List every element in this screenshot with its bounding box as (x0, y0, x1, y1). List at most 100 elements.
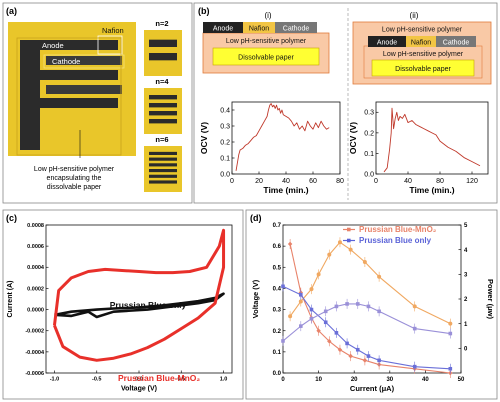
polymer-text: Low pH-sensitive polymer (383, 51, 464, 58)
cathode-text: Cathode (443, 40, 470, 47)
panel-d-label: (d) (250, 213, 262, 223)
y-tick-label: 0.2 (220, 139, 230, 146)
anode-layer (203, 22, 243, 33)
panel-d: (d) 0 10 20 30 40 500.00.10.20.30.40.50.60.7C… (245, 209, 498, 400)
anode-text: Anode (213, 26, 233, 33)
y-tick-label: 0.4 (220, 107, 230, 114)
cv-curve (52, 228, 226, 362)
data-point (316, 272, 321, 277)
x-tick-label: 10 (315, 377, 322, 383)
y2-tick-label: 5 (464, 223, 468, 229)
data-point (281, 339, 285, 343)
x-axis-label: Voltage (V) (121, 386, 157, 393)
paper-layer (371, 59, 475, 77)
series-label: Prussian Blue-MnO₂ (118, 373, 200, 383)
top-polymer-text: Low pH-sensitive polymer (382, 27, 463, 34)
stack-i: Anode Nafion Cathode Low pH-sensitive po… (202, 22, 330, 74)
y-tick-label: 0.1 (220, 155, 230, 162)
cathode-label: Cathode (52, 57, 80, 66)
data-point (377, 309, 381, 314)
data-point (316, 328, 321, 334)
anode-text: Anode (377, 40, 397, 47)
data-point (345, 302, 349, 306)
data-point (334, 304, 339, 309)
x-tick-label: -1.0 (50, 377, 59, 383)
y-tick-label: 0.1 (364, 151, 374, 158)
panel-c-label: (c) (6, 213, 17, 223)
thumbnail-label: n=4 (155, 77, 169, 86)
y2-tick-label: 1 (464, 322, 468, 328)
data-point (327, 338, 332, 344)
thumbnail-electrode (149, 169, 177, 173)
y-tick-label: 0.0 (273, 371, 282, 377)
data-point (309, 307, 314, 312)
x-tick-label: 0 (281, 377, 285, 383)
x-tick-label: -0.5 (92, 377, 101, 383)
cathode-outline (43, 54, 125, 69)
chart-c: -1.0 -0.5 0.0 0.5 1.0 -0.0006 -0.0004 -0.0002 0.… (7, 223, 233, 393)
nafion-label: Nafion (102, 26, 124, 35)
sub-ii-label: (ii) (410, 11, 419, 20)
chart-b-ii: 0 40 80 120 0.0 0.1 0.2 0.3 Time (min.) OCV (V) (348, 101, 489, 195)
y-axis-label: Current (A) (7, 281, 14, 318)
y-tick-label: 0.0000 (27, 307, 44, 313)
data-point (366, 304, 371, 309)
x-tick-label: 20 (351, 377, 358, 383)
thumbnail-electrode (149, 103, 177, 108)
anode-layer (368, 36, 406, 47)
cathode-electrode (46, 85, 122, 94)
y-axis-label: OCV (V) (199, 122, 209, 154)
data-point (355, 302, 360, 306)
data-point (334, 331, 339, 335)
y-tick-label: -0.0002 (25, 329, 44, 335)
x-tick-label: 0 (374, 178, 378, 185)
data-point (323, 320, 328, 325)
stack-ii: Low pH-sensitive polymer Anode Nafion Ca… (352, 21, 492, 85)
caption-line-3: dissolvable paper (47, 184, 102, 191)
data-point (377, 358, 381, 363)
y-axis-label: Voltage (V) (251, 279, 260, 318)
x-tick-label: 0.0 (135, 377, 143, 383)
thumbnail-electrode (149, 163, 177, 167)
x-axis-label: Current (μA) (350, 384, 395, 393)
data-point (309, 287, 314, 292)
data-point (448, 321, 453, 326)
x-tick-label: 120 (466, 178, 478, 185)
thumbnail-label: n=6 (155, 135, 168, 144)
ocv-line (235, 103, 330, 171)
nafion-layer (406, 36, 436, 47)
data-point (412, 326, 417, 331)
cathode-electrode (46, 56, 122, 65)
legend-label: Prussian Blue only (359, 236, 432, 245)
data-point (299, 292, 303, 297)
data-point (281, 284, 285, 289)
y-tick-label: 0.7 (273, 223, 282, 229)
anode-label: Anode (42, 41, 64, 50)
data-point (288, 314, 293, 319)
y-tick-label: -0.0006 (25, 371, 44, 377)
panel-c-frame (2, 209, 244, 400)
caption-line-1: Low pH-sensitive polymer (34, 166, 115, 173)
y-tick-label: 0.6 (273, 244, 282, 250)
x-tick-label: 1.0 (220, 377, 228, 383)
panel-c: (c) -1.0 -0.5 0.0 0.5 1.0 -0.0006 -0.0004 -0.00… (2, 209, 244, 400)
thumbnail-electrode (149, 95, 177, 100)
y-tick-label: 0.0 (364, 171, 374, 178)
panel-b-label: (b) (198, 6, 210, 16)
thumbnail-electrode (149, 119, 177, 124)
x-tick-label: 80 (436, 178, 444, 185)
legend-label: Prussian Blue-MnO₂ (359, 225, 437, 234)
y-tick-label: 0.4 (273, 287, 282, 293)
y-tick-label: 0.5 (273, 265, 282, 271)
cathode-layer (275, 22, 317, 33)
thumbnail-electrode (149, 111, 177, 116)
paper-text: Dissolvable paper (395, 66, 451, 73)
y-tick-label: 0.0004 (27, 265, 45, 271)
x-tick-label: 20 (255, 178, 263, 185)
series-label: Prussian Blue only (110, 300, 187, 310)
thumbnail-label: n=2 (155, 19, 168, 28)
y-tick-label: 0.2 (273, 329, 282, 335)
cathode-text: Cathode (283, 26, 310, 33)
y-tick-label: 0.1 (273, 350, 282, 356)
thumbnail-electrode (149, 174, 177, 178)
